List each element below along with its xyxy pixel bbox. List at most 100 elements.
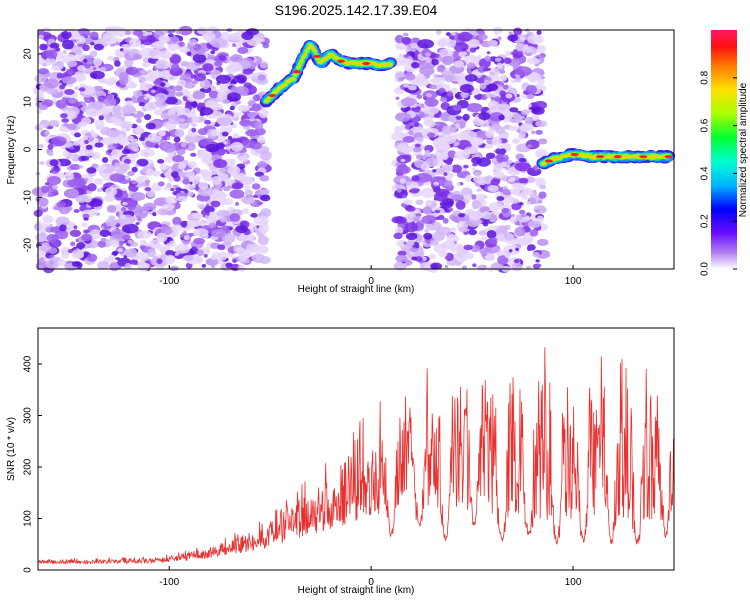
noise-cell <box>440 176 446 180</box>
noise-cell <box>211 265 215 269</box>
noise-cell <box>525 139 540 150</box>
noise-cell <box>472 263 477 268</box>
noise-cell <box>434 209 441 214</box>
noise-cell <box>460 91 469 99</box>
noise-cell <box>417 75 426 83</box>
noise-cell <box>464 54 477 64</box>
x-tick-label: 100 <box>565 276 582 287</box>
noise-cell <box>36 220 42 224</box>
noise-cell <box>458 213 465 218</box>
noise-cell <box>431 155 436 159</box>
noise-cell <box>396 143 408 153</box>
noise-cell <box>421 215 437 225</box>
noise-cell <box>518 157 527 163</box>
noise-cell <box>482 222 489 227</box>
noise-cell <box>497 36 502 41</box>
noise-cell <box>408 212 415 218</box>
noise-cell <box>210 129 220 137</box>
noise-cell <box>94 142 104 148</box>
noise-cell <box>83 58 88 63</box>
noise-cell <box>162 143 176 153</box>
noise-cell <box>159 69 172 80</box>
noise-cell <box>508 59 521 67</box>
noise-cell <box>57 259 67 267</box>
noise-cell <box>441 125 454 135</box>
noise-cell <box>227 32 243 42</box>
noise-cell <box>193 73 207 82</box>
noise-cell <box>443 180 453 188</box>
noise-cell <box>518 183 525 188</box>
noise-cell <box>538 191 547 199</box>
noise-cell <box>536 30 542 35</box>
noise-cell <box>474 171 481 177</box>
noise-cell <box>431 58 439 66</box>
noise-cell <box>110 228 125 239</box>
signal-cell <box>267 96 271 100</box>
noise-cell <box>536 238 549 246</box>
noise-cell <box>112 250 119 256</box>
snr-series-line <box>37 347 675 565</box>
noise-cell <box>125 175 130 180</box>
noise-cell <box>38 251 47 256</box>
noise-cell <box>438 251 448 258</box>
noise-cell <box>179 46 190 54</box>
noise-cell <box>94 119 105 129</box>
noise-cell <box>217 117 233 126</box>
noise-cell <box>513 258 520 264</box>
noise-cell <box>118 72 129 81</box>
noise-cell <box>223 198 234 206</box>
noise-cell <box>401 36 412 45</box>
noise-cell <box>163 185 169 191</box>
noise-cell <box>459 51 468 57</box>
noise-cell <box>462 113 470 121</box>
noise-cell <box>39 242 52 252</box>
noise-cell <box>485 93 494 98</box>
noise-cell <box>78 165 84 169</box>
noise-cell <box>202 233 209 239</box>
colorbar-gradient <box>711 30 737 269</box>
noise-cell <box>49 159 59 167</box>
noise-cell <box>498 144 504 150</box>
noise-cell <box>48 119 60 127</box>
noise-cell <box>106 56 114 61</box>
noise-cell <box>53 206 60 211</box>
noise-cell <box>59 224 67 232</box>
noise-cell <box>520 213 527 218</box>
noise-cell <box>130 138 139 144</box>
noise-cell <box>99 229 110 238</box>
signal-cell <box>309 43 313 47</box>
noise-cell <box>90 132 98 138</box>
noise-cell <box>402 135 415 143</box>
noise-cell <box>136 158 149 167</box>
noise-cell <box>526 246 532 252</box>
noise-cell <box>89 229 102 240</box>
noise-cell <box>119 48 124 52</box>
noise-cell <box>491 158 498 164</box>
noise-cell <box>426 57 432 63</box>
noise-cell <box>160 112 169 120</box>
noise-cell <box>510 202 522 211</box>
noise-cell <box>62 39 74 50</box>
noise-cell <box>410 188 420 194</box>
noise-cell <box>450 87 458 95</box>
noise-cell <box>60 252 70 259</box>
noise-cell <box>127 171 135 177</box>
noise-cell <box>80 117 92 126</box>
noise-cell <box>222 185 231 192</box>
noise-cell <box>204 215 209 219</box>
noise-cell <box>205 250 210 254</box>
noise-cell <box>252 194 259 199</box>
spectrogram-x-label: Height of straight line (km) <box>298 284 415 295</box>
noise-cell <box>218 55 226 61</box>
noise-cell <box>478 139 483 144</box>
signal-cell <box>319 60 323 64</box>
noise-cell <box>476 188 483 192</box>
signal-cell <box>622 154 625 158</box>
noise-cell <box>166 182 172 188</box>
noise-cell <box>173 85 184 92</box>
noise-cell <box>516 93 520 97</box>
noise-cell <box>417 39 435 49</box>
noise-cell <box>167 43 180 51</box>
noise-cell <box>258 223 270 234</box>
noise-cell <box>513 27 523 36</box>
